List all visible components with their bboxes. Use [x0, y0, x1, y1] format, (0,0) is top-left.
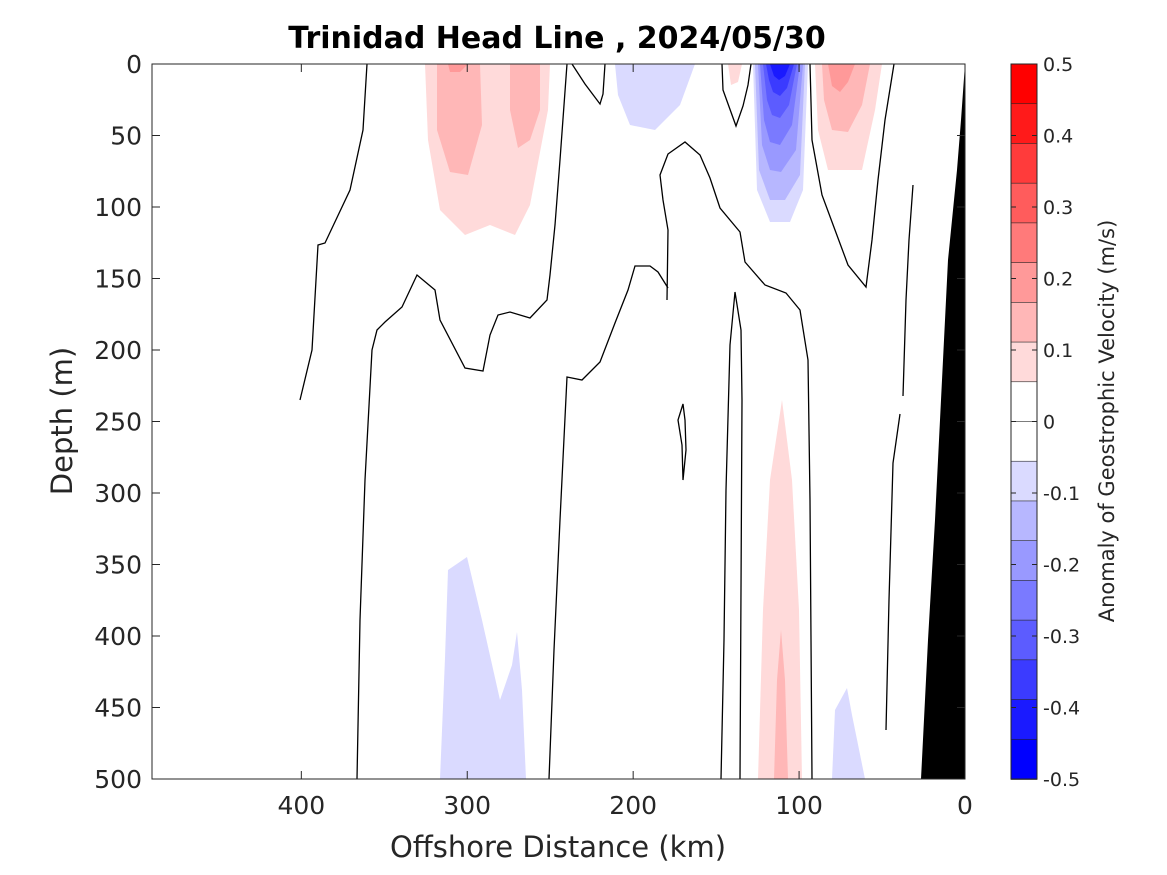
negative-anomaly-fill: [615, 64, 695, 130]
contour-line: [356, 64, 568, 779]
colorbar-tick-labels: 0.5 0.4 0.3 0.2 0.1 0 -0.1 -0.2 -0.3 -0.4 -0.5: [1043, 54, 1080, 791]
plot-axes: 400 300 200 100 0 0 50 100 150 200 250 300 350 400 45…: [94, 50, 973, 820]
colorbar-tick-label: -0.5: [1043, 769, 1080, 791]
colorbar-tick-label: 0: [1043, 412, 1055, 434]
colorbar-tick-label: -0.1: [1043, 483, 1080, 505]
contour-line: [720, 291, 743, 779]
colorbar-level: [1010, 540, 1038, 582]
colorbar-level: [1010, 103, 1038, 145]
y-tick-label: 450: [94, 694, 142, 723]
colorbar-tick-label: -0.3: [1043, 626, 1080, 648]
colorbar-level: [1010, 500, 1038, 542]
colorbar-level: [1010, 143, 1038, 184]
y-tick-label: 300: [94, 479, 142, 508]
contour-line: [659, 141, 813, 779]
contour-line: [902, 184, 914, 397]
colorbar-level: [1010, 738, 1038, 780]
positive-anomaly-fill: [510, 64, 540, 148]
colorbar-level: [1010, 302, 1038, 343]
chart-title: Trinidad Head Line , 2024/05/30: [288, 21, 825, 56]
contour-line: [299, 64, 368, 401]
x-tick-label: 100: [775, 791, 823, 820]
colorbar-level: [1010, 222, 1038, 264]
x-tick-label: 0: [957, 791, 973, 820]
contour-line: [571, 64, 606, 106]
colorbar-level: [1010, 381, 1038, 423]
x-axis-label: Offshore Distance (km): [390, 830, 726, 864]
y-tick-labels: 0 50 100 150 200 250 300 350 400 450 500: [94, 50, 142, 794]
plot-content: [299, 64, 965, 779]
x-tick-label: 400: [277, 791, 325, 820]
x-tick-labels: 400 300 200 100 0: [277, 791, 972, 820]
colorbar-level: [1010, 699, 1038, 741]
colorbar: 0.5 0.4 0.3 0.2 0.1 0 -0.1 -0.2 -0.3 -0.4 -0.5 Ano…: [1010, 54, 1119, 791]
colorbar-tick-label: 0.2: [1043, 269, 1073, 291]
y-axis-label: Depth (m): [45, 347, 79, 495]
positive-anomaly-fill: [728, 64, 742, 85]
y-tick-label: 500: [94, 765, 142, 794]
contour-line: [548, 265, 669, 779]
contour-line: [721, 64, 752, 128]
y-tick-label: 200: [94, 336, 142, 365]
positive-anomaly-fill: [774, 630, 788, 779]
positive-anomaly-fill: [828, 64, 855, 92]
negative-anomaly-fill: [770, 64, 790, 80]
colorbar-level: [1010, 421, 1038, 463]
y-tick-marks: [152, 63, 965, 780]
bathymetry-fill: [921, 64, 965, 779]
x-tick-label: 300: [443, 791, 491, 820]
positive-anomaly-fill: [437, 64, 482, 175]
y-tick-label: 150: [94, 265, 142, 294]
x-tick-label: 200: [609, 791, 657, 820]
contour-fills: [425, 64, 882, 779]
y-tick-label: 400: [94, 622, 142, 651]
colorbar-tick-marks: [1011, 63, 1037, 780]
negative-anomaly-fill: [440, 557, 526, 779]
colorbar-levels: [1010, 63, 1038, 780]
colorbar-level: [1010, 63, 1038, 105]
colorbar-level: [1010, 619, 1038, 661]
colorbar-level: [1010, 659, 1038, 701]
colorbar-level: [1010, 341, 1038, 383]
colorbar-tick-label: 0.3: [1043, 197, 1073, 219]
colorbar-level: [1010, 262, 1038, 304]
zero-contour-lines: [299, 64, 914, 779]
colorbar-tick-label: 0.5: [1043, 54, 1073, 76]
colorbar-label: Anomaly of Geostrophic Velocity (m/s): [1095, 220, 1119, 623]
positive-anomaly-fill: [758, 400, 802, 779]
contour-line: [885, 413, 901, 731]
colorbar-tick-label: -0.2: [1043, 555, 1080, 577]
colorbar-tick-label: 0.4: [1043, 126, 1073, 148]
colorbar-tick-label: 0.1: [1043, 340, 1073, 362]
x-tick-marks: [300, 64, 966, 779]
colorbar-level: [1010, 460, 1038, 502]
positive-anomaly-fill: [448, 64, 468, 72]
y-tick-label: 0: [126, 50, 142, 79]
negative-anomaly-fill: [832, 688, 865, 779]
colorbar-tick-label: -0.4: [1043, 698, 1080, 720]
y-tick-label: 350: [94, 551, 142, 580]
y-tick-label: 250: [94, 408, 142, 437]
colorbar-level: [1010, 580, 1038, 621]
y-tick-label: 50: [110, 122, 142, 151]
contour-line: [677, 403, 687, 481]
contour-line: [809, 64, 895, 289]
colorbar-level: [1010, 182, 1038, 224]
y-tick-label: 100: [94, 193, 142, 222]
